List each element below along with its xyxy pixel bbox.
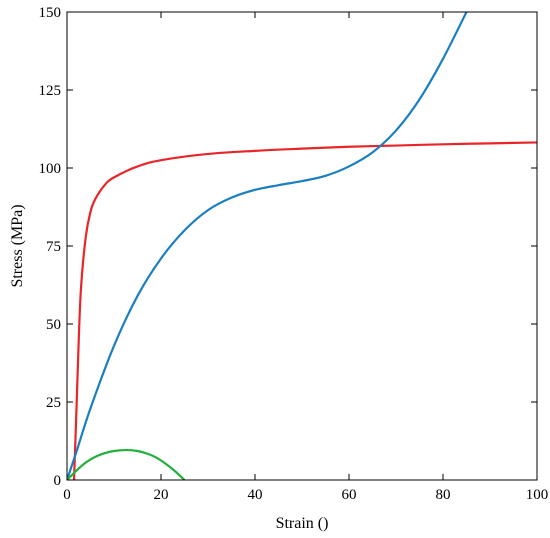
y-axis-title: Stress (MPa) [9, 204, 26, 287]
series-line-2 [67, 448, 186, 480]
x-axis-ticks: 0 20 40 60 80 100 [63, 12, 548, 503]
y-tick-label: 0 [54, 473, 62, 489]
y-tick-label: 125 [39, 83, 62, 99]
series-layer [67, 12, 537, 480]
plot-frame [66, 11, 538, 481]
x-tick-label: 40 [248, 487, 263, 503]
y-tick-label: 150 [39, 5, 62, 21]
x-tick-label: 100 [526, 487, 549, 503]
x-tick-label: 20 [154, 487, 169, 503]
y-tick-label: 50 [46, 317, 61, 333]
x-tick-label: 80 [436, 487, 451, 503]
x-axis-title: Strain () [276, 515, 329, 532]
y-tick-label: 75 [46, 239, 61, 255]
y-tick-label: 25 [46, 395, 61, 411]
y-tick-label: 100 [39, 161, 62, 177]
x-tick-label: 60 [342, 487, 357, 503]
series-line-1 [67, 12, 468, 480]
series-line-0 [72, 141, 537, 480]
y-axis-ticks: 0 25 50 75 100 125 150 [39, 5, 537, 489]
x-tick-label: 0 [63, 487, 71, 503]
